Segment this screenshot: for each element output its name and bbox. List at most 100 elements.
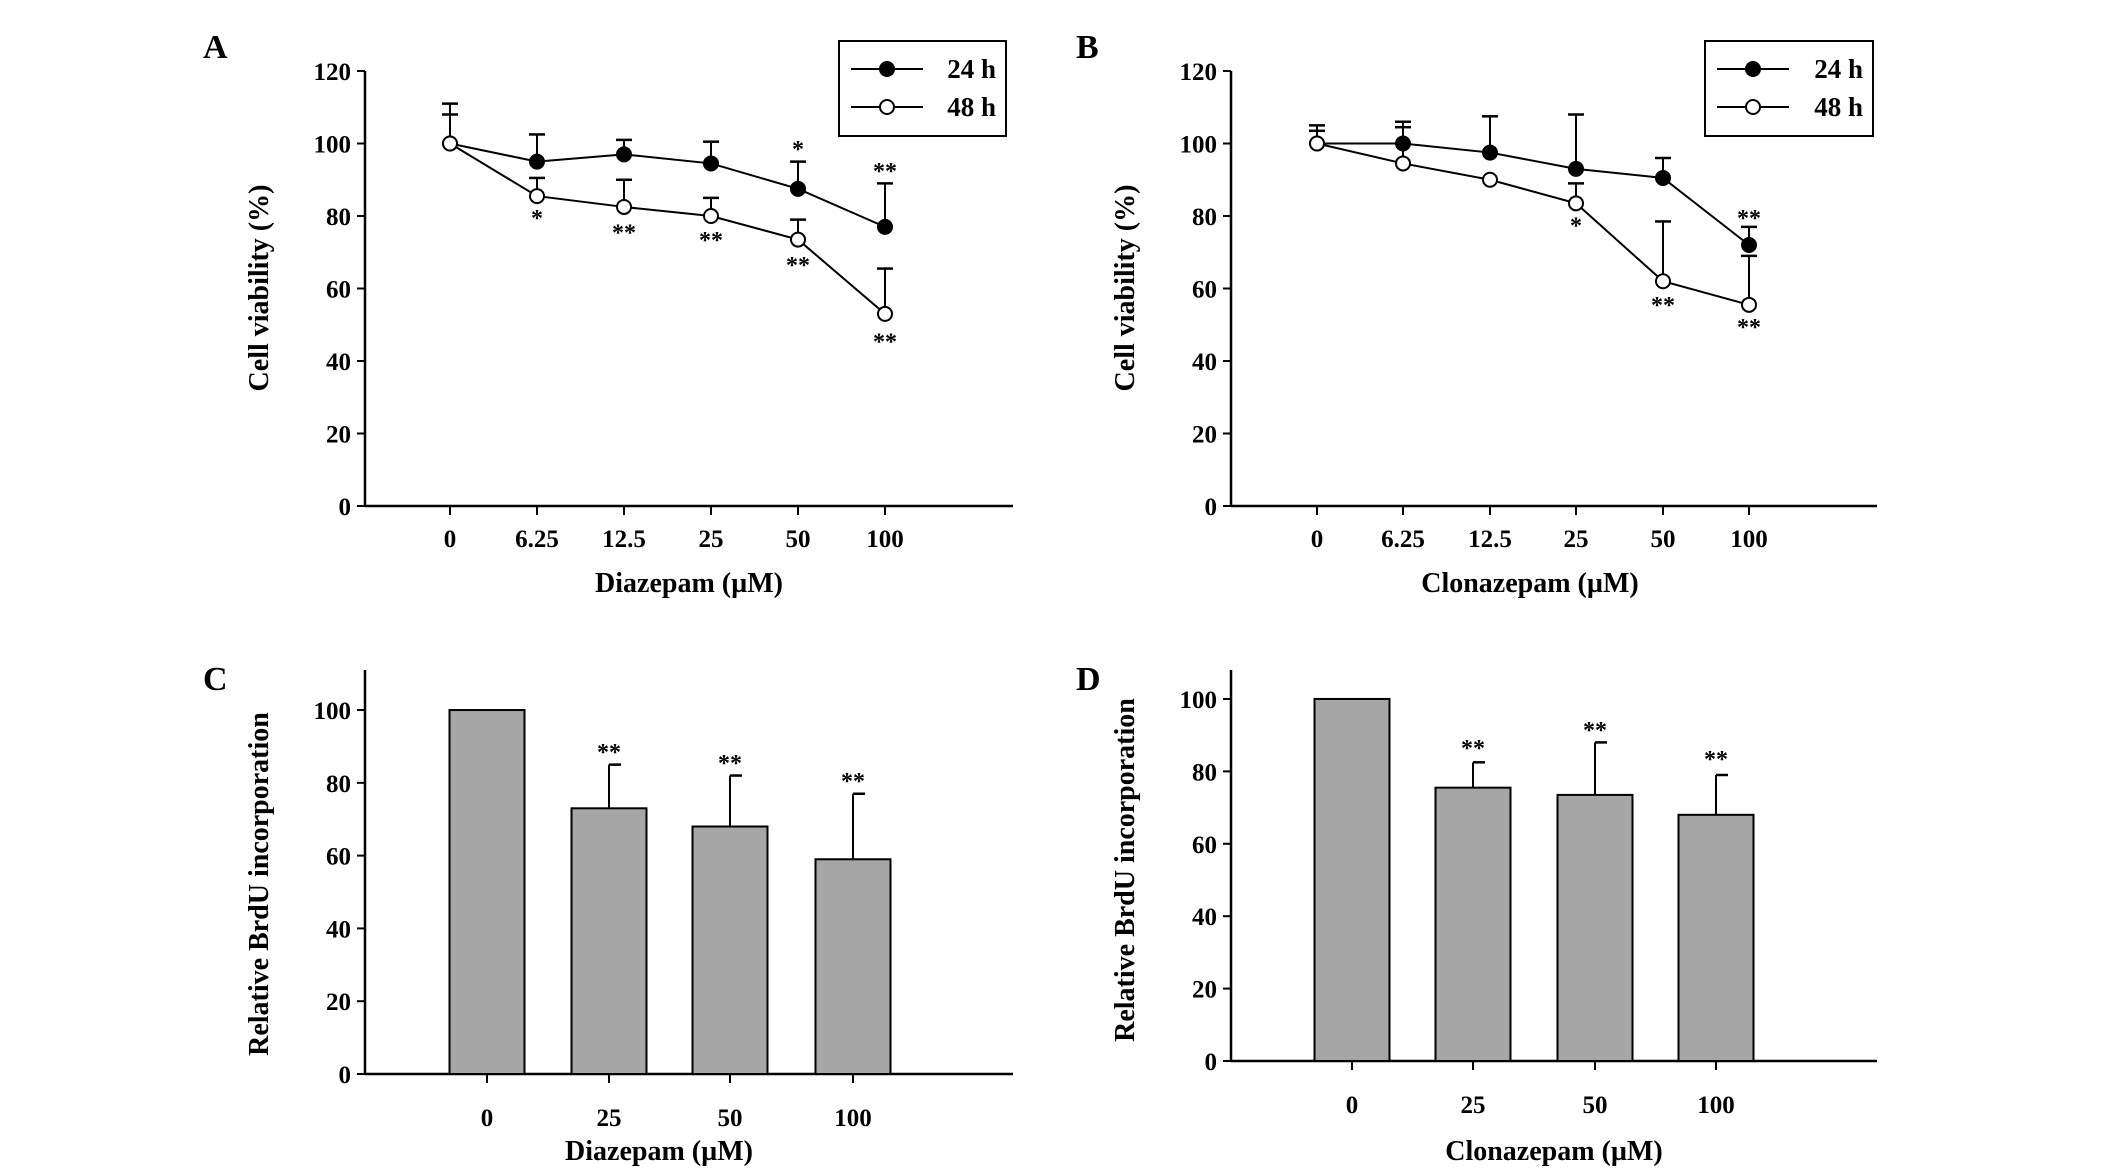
panel-d: D 0 20 40 60 80 100 0 25 50 100 Clonazepam (µM) Rela… bbox=[1076, 661, 1877, 1167]
y-tick-label: 100 bbox=[1180, 687, 1218, 714]
x-tick-label: 0 bbox=[444, 526, 457, 553]
x-tick-label: 0 bbox=[1311, 526, 1324, 553]
data-point bbox=[529, 153, 545, 170]
legend-box bbox=[838, 40, 1007, 137]
significance-marker: ** bbox=[873, 329, 897, 355]
significance-marker: ** bbox=[597, 740, 621, 766]
y-tick-label: 80 bbox=[326, 204, 351, 231]
data-point bbox=[1741, 237, 1757, 253]
data-point bbox=[616, 198, 632, 215]
y-axis-title: Cell viability (%) bbox=[1110, 185, 1141, 392]
data-point bbox=[1482, 171, 1498, 188]
significance-marker: ** bbox=[699, 228, 723, 254]
significance-marker: ** bbox=[1583, 718, 1607, 744]
significance-marker: ** bbox=[612, 221, 636, 247]
data-point bbox=[1309, 135, 1325, 152]
x-axis-title: Clonazepam (µM) bbox=[1421, 568, 1639, 599]
panel-c: C 0 20 40 60 80 100 0 25 50 100 Diazepam (µM) Relati… bbox=[203, 661, 1013, 1167]
series-line bbox=[1316, 142, 1750, 306]
significance-marker: ** bbox=[1651, 293, 1675, 319]
y-tick-label: 20 bbox=[326, 422, 351, 449]
data-point bbox=[1741, 296, 1757, 313]
y-tick-label: 0 bbox=[1205, 494, 1218, 521]
series-line bbox=[449, 142, 886, 315]
y-axis-title: Cell viability (%) bbox=[244, 185, 275, 392]
y-tick-label: 80 bbox=[1192, 759, 1217, 786]
data-point bbox=[529, 188, 545, 205]
x-tick-label: 100 bbox=[866, 526, 904, 553]
significance-marker: ** bbox=[718, 751, 742, 777]
significance-marker: ** bbox=[1461, 736, 1485, 762]
y-tick-label: 120 bbox=[1180, 59, 1218, 86]
series-line bbox=[449, 142, 886, 228]
x-tick-label: 25 bbox=[597, 1105, 622, 1132]
y-tick-label: 60 bbox=[326, 844, 351, 871]
legend-marker bbox=[879, 61, 895, 77]
panel-letter: B bbox=[1076, 29, 1099, 66]
significance-marker: * bbox=[1570, 213, 1582, 239]
data-point bbox=[1655, 169, 1671, 186]
x-axis-title: Diazepam (µM) bbox=[595, 568, 783, 599]
legend-marker bbox=[879, 99, 895, 115]
x-tick-label: 100 bbox=[1697, 1092, 1735, 1119]
data-point bbox=[1568, 160, 1584, 177]
x-axis-title: Clonazepam (µM) bbox=[1445, 1136, 1663, 1167]
bar-25 bbox=[570, 807, 648, 1076]
legend-label: 48 h bbox=[1814, 92, 1863, 122]
y-tick-label: 100 bbox=[1180, 132, 1218, 159]
data-point bbox=[616, 146, 632, 163]
data-point bbox=[442, 135, 458, 152]
series-line bbox=[1317, 142, 1750, 246]
y-axis-title: Relative BrdU incorporation bbox=[1110, 698, 1141, 1042]
bar-100 bbox=[814, 858, 892, 1076]
panel-letter: A bbox=[203, 29, 228, 66]
y-axis-title: Relative BrdU incorporation bbox=[244, 712, 275, 1056]
x-tick-label: 50 bbox=[1651, 526, 1676, 553]
x-tick-label: 50 bbox=[1583, 1092, 1608, 1119]
panel-a: A 0 20 40 60 80 100 120 0 6.25 12.5 25 50 100 Diazepam… bbox=[203, 29, 1013, 599]
panel-letter: D bbox=[1076, 661, 1101, 698]
y-tick-label: 40 bbox=[1192, 349, 1217, 376]
x-axis-title: Diazepam (µM) bbox=[565, 1136, 753, 1167]
y-tick-label: 0 bbox=[1205, 1049, 1218, 1076]
y-tick-label: 0 bbox=[339, 1062, 352, 1089]
data-point bbox=[703, 208, 719, 224]
legend-marker bbox=[1745, 99, 1761, 115]
y-tick-label: 20 bbox=[1192, 422, 1217, 449]
bar-25 bbox=[1434, 786, 1512, 1062]
significance-marker: ** bbox=[1737, 206, 1761, 232]
data-point bbox=[790, 180, 806, 197]
y-tick-label: 80 bbox=[1192, 204, 1217, 231]
x-tick-label: 0 bbox=[1346, 1092, 1359, 1119]
x-tick-label: 0 bbox=[481, 1105, 494, 1132]
x-tick-label: 6.25 bbox=[515, 526, 559, 553]
y-tick-label: 40 bbox=[1192, 904, 1217, 931]
y-tick-label: 100 bbox=[314, 132, 352, 159]
y-tick-label: 0 bbox=[339, 494, 352, 521]
legend-label: 24 h bbox=[947, 54, 996, 84]
y-tick-label: 60 bbox=[1192, 832, 1217, 859]
significance-marker: ** bbox=[786, 253, 810, 279]
x-tick-label: 12.5 bbox=[1468, 526, 1512, 553]
y-tick-label: 40 bbox=[326, 916, 351, 943]
x-tick-label: 100 bbox=[834, 1105, 872, 1132]
y-tick-label: 20 bbox=[326, 989, 351, 1016]
x-tick-label: 12.5 bbox=[602, 526, 646, 553]
y-tick-label: 80 bbox=[326, 771, 351, 798]
x-tick-label: 25 bbox=[699, 526, 724, 553]
significance-marker: ** bbox=[841, 769, 865, 795]
legend-label: 24 h bbox=[1814, 54, 1863, 84]
y-tick-label: 60 bbox=[326, 277, 351, 304]
y-tick-label: 40 bbox=[326, 349, 351, 376]
y-tick-label: 120 bbox=[314, 59, 352, 86]
series-24h bbox=[442, 113, 893, 235]
significance-marker: ** bbox=[1704, 747, 1728, 773]
panel-b: B 0 20 40 60 80 100 120 0 6.25 12.5 25 50 100 Clonazep… bbox=[1076, 29, 1877, 599]
series-48h bbox=[1309, 124, 1757, 313]
legend-box bbox=[1704, 40, 1874, 137]
x-tick-label: 50 bbox=[718, 1105, 743, 1132]
x-tick-label: 50 bbox=[786, 526, 811, 553]
legend-marker bbox=[1745, 61, 1761, 77]
series-24h bbox=[1309, 113, 1757, 253]
